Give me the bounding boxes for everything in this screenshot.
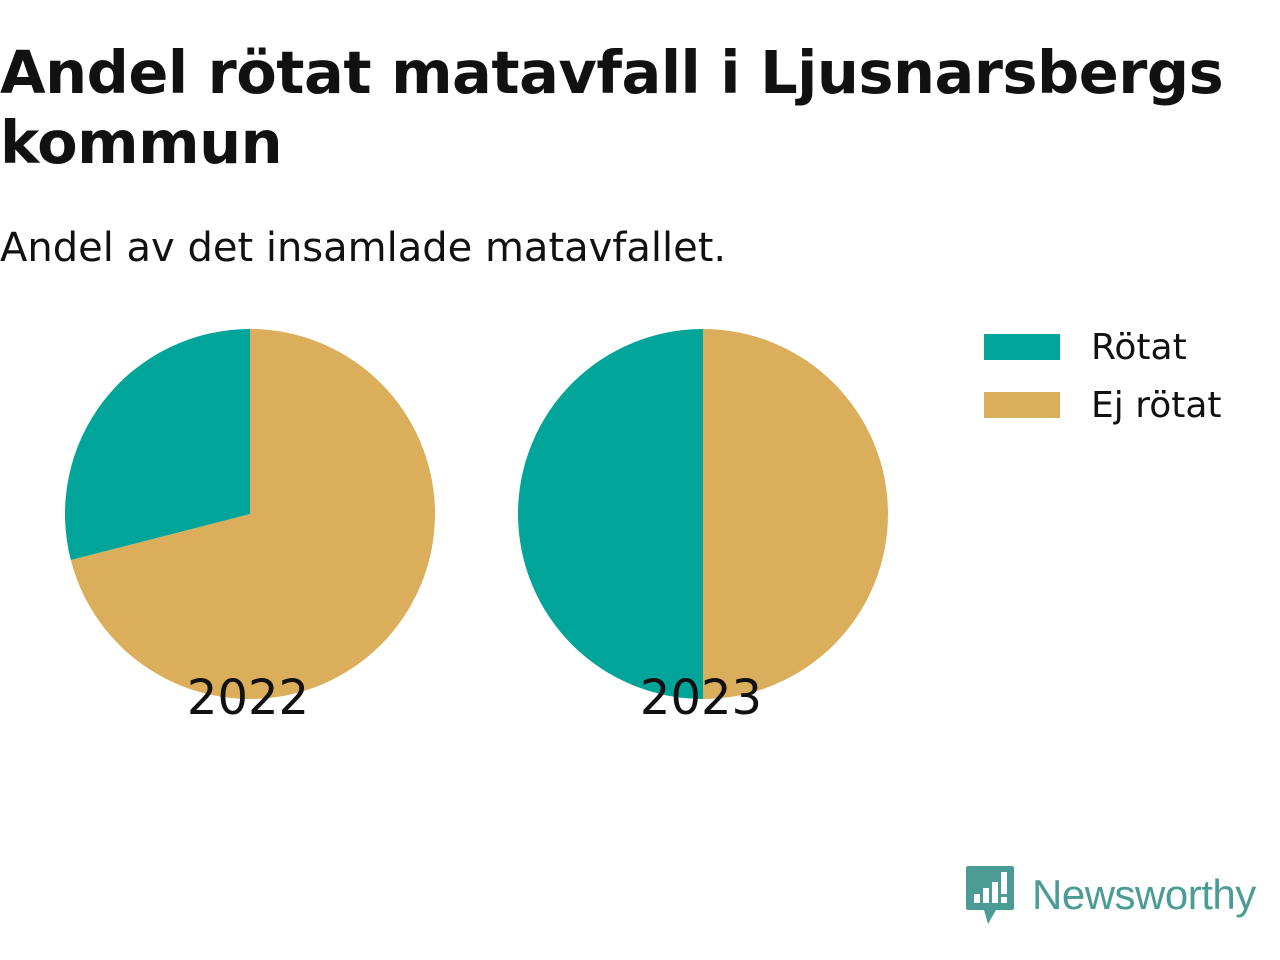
chart-title: Andel rötat matavfall i Ljusnarsbergs ko… [0,38,1224,177]
legend-label-ej-rotat: Ej rötat [1091,385,1222,426]
pie-label-2022: 2022 [187,670,309,726]
legend-swatch-rotat [984,334,1060,360]
pie-slice-2023-ej-rotat [703,329,888,699]
pie-label-2023: 2023 [640,670,762,726]
newsworthy-logo: Newsworthy [964,863,1256,927]
legend-label-rotat: Rötat [1091,327,1187,368]
pie-slice-2022-ej-rotat [70,328,435,699]
brand-name: Newsworthy [1032,871,1256,918]
legend-swatch-ej-rotat [984,392,1060,418]
chart-subtitle: Andel av det insamlade matavfallet. [0,225,727,271]
pie-slice-2023-rotat [518,329,703,699]
pie-slice-2022-rotat [64,329,250,561]
newsworthy-logo-icon [966,866,1014,924]
